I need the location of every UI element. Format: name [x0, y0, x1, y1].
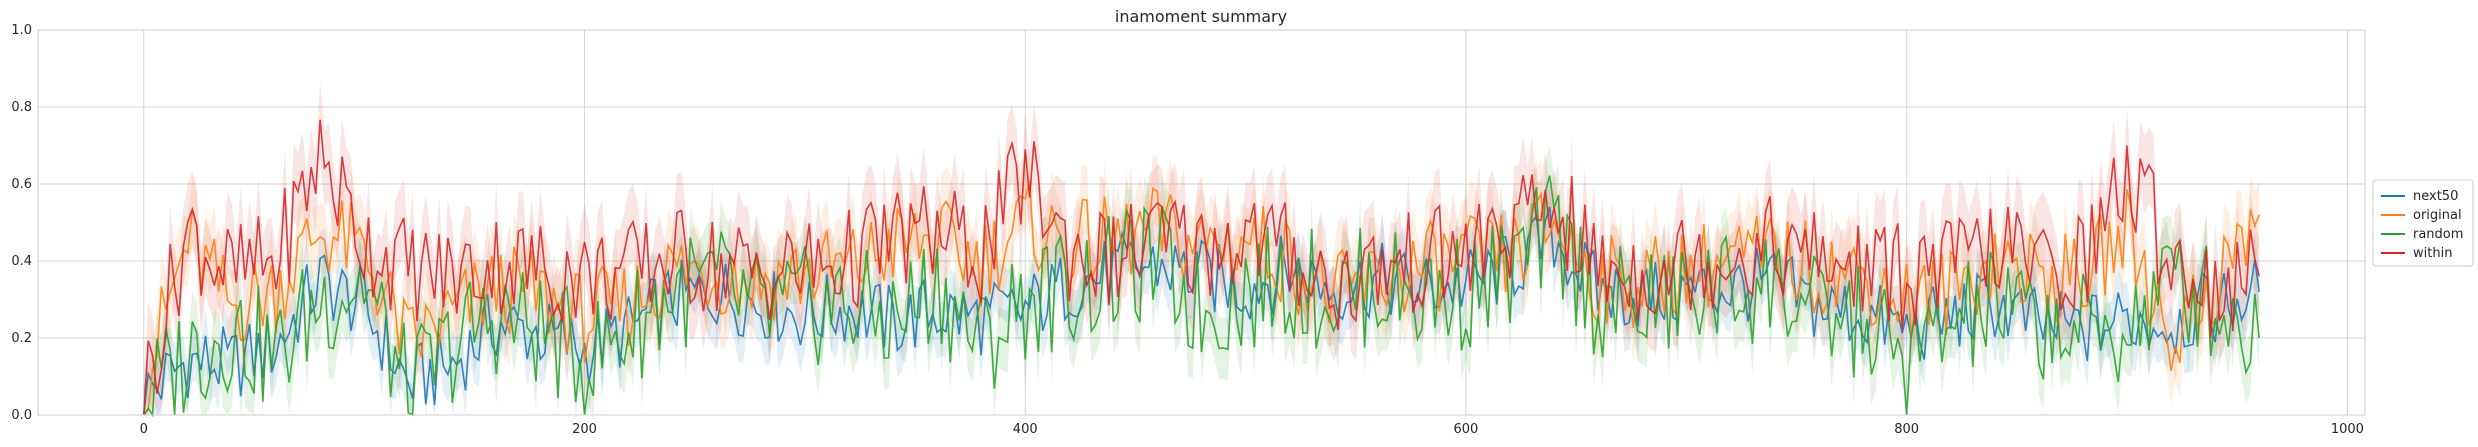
legend-label-original: original: [2413, 208, 2462, 223]
legend-box: [2372, 179, 2474, 267]
y-tick-label: 0.4: [11, 254, 32, 269]
band-original: [143, 145, 2260, 415]
x-axis-ticks: 0 200 400 600 800 1000: [140, 422, 2364, 437]
band-within: [143, 81, 2260, 415]
y-tick-label: 0.2: [11, 331, 32, 346]
x-tick-label: 600: [1454, 422, 1479, 437]
x-tick-label: 800: [1894, 422, 1919, 437]
band-random: [143, 144, 2260, 416]
legend-label-within: within: [2413, 246, 2452, 261]
legend: next50 original random within: [2372, 179, 2474, 267]
y-tick-label: 0.6: [11, 177, 32, 192]
y-tick-label: 0.0: [11, 408, 32, 423]
x-tick-label: 1000: [2331, 422, 2364, 437]
legend-label-random: random: [2413, 227, 2463, 242]
y-axis-ticks: 0.0 0.2 0.4 0.6 0.8 1.0: [11, 23, 32, 423]
x-tick-label: 200: [572, 422, 597, 437]
x-tick-label: 400: [1013, 422, 1038, 437]
chart-title: inamoment summary: [1115, 7, 1287, 26]
legend-label-next50: next50: [2413, 189, 2458, 204]
y-tick-label: 1.0: [11, 23, 32, 38]
series-line-within: [143, 119, 2260, 416]
series-line-next50: [143, 206, 2260, 416]
plot-frame: [37, 29, 2366, 416]
y-tick-label: 0.8: [11, 100, 32, 115]
x-tick-label: 0: [140, 422, 148, 437]
